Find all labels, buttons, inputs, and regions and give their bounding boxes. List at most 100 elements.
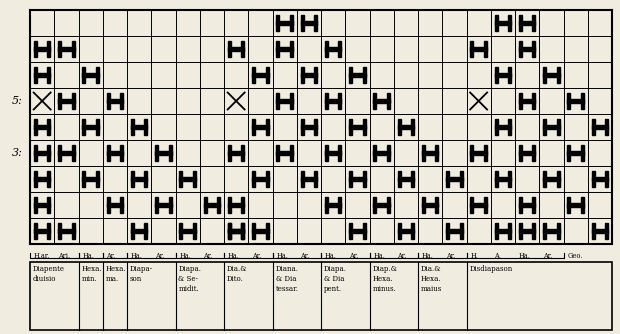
Bar [605, 120, 608, 135]
Bar [495, 125, 511, 129]
Bar [581, 146, 584, 161]
Bar [34, 171, 37, 187]
Bar [508, 223, 511, 238]
Bar [508, 171, 511, 187]
Bar [82, 177, 99, 181]
Bar [387, 197, 390, 212]
Text: Ar.: Ar. [397, 252, 407, 260]
Bar [533, 223, 536, 238]
Bar [349, 120, 352, 135]
Text: Hexa.
ma.: Hexa. ma. [106, 265, 126, 283]
Bar [605, 223, 608, 238]
Bar [543, 73, 560, 77]
Bar [339, 41, 342, 56]
Bar [34, 73, 50, 77]
Bar [131, 223, 134, 238]
Bar [34, 223, 37, 238]
Bar [277, 151, 293, 155]
Bar [567, 146, 570, 161]
Bar [277, 47, 293, 51]
Bar [325, 99, 342, 103]
Bar [252, 67, 255, 82]
Bar [508, 120, 511, 135]
Bar [228, 47, 244, 51]
Bar [519, 151, 536, 155]
Bar [301, 15, 304, 30]
Bar [591, 229, 608, 233]
Bar [228, 151, 244, 155]
Bar [169, 197, 172, 212]
Bar [34, 120, 37, 135]
Text: Ar.: Ar. [349, 252, 358, 260]
Bar [484, 41, 487, 56]
Bar [266, 223, 268, 238]
Bar [557, 223, 560, 238]
Bar [107, 203, 123, 207]
Bar [533, 15, 536, 30]
Bar [519, 47, 536, 51]
Bar [349, 67, 352, 82]
Bar [373, 203, 390, 207]
Text: H.ar.: H.ar. [33, 252, 50, 260]
Bar [228, 223, 231, 238]
Bar [131, 171, 134, 187]
Bar [373, 99, 390, 103]
Bar [471, 151, 487, 155]
Bar [252, 177, 268, 181]
Text: H.: H. [470, 252, 478, 260]
Bar [363, 223, 366, 238]
Bar [495, 21, 511, 25]
Bar [411, 120, 414, 135]
Bar [144, 120, 148, 135]
Text: Ar.: Ar. [300, 252, 309, 260]
Bar [301, 67, 304, 82]
Bar [533, 94, 536, 109]
Bar [508, 15, 511, 30]
Bar [471, 146, 473, 161]
Bar [533, 146, 536, 161]
Bar [591, 120, 595, 135]
Bar [252, 73, 268, 77]
Bar [34, 177, 50, 181]
Text: Diap.&
Hexa.
minus.: Diap.& Hexa. minus. [373, 265, 397, 293]
Bar [277, 94, 279, 109]
Text: Diana.
& Dia
tessar.: Diana. & Dia tessar. [275, 265, 298, 293]
Text: Ar.: Ar. [543, 252, 552, 260]
Bar [82, 73, 99, 77]
Bar [495, 229, 511, 233]
Bar [471, 47, 487, 51]
Bar [107, 197, 110, 212]
Bar [72, 223, 74, 238]
Bar [228, 203, 244, 207]
Bar [519, 229, 536, 233]
Bar [591, 171, 595, 187]
Text: Hexa.
min.: Hexa. min. [81, 265, 102, 283]
Bar [411, 171, 414, 187]
Bar [591, 177, 608, 181]
Bar [107, 99, 123, 103]
Bar [557, 67, 560, 82]
Bar [373, 197, 376, 212]
Bar [397, 223, 401, 238]
Text: Ar.: Ar. [203, 252, 213, 260]
Bar [96, 171, 99, 187]
Bar [120, 197, 123, 212]
Text: Ar.: Ar. [446, 252, 455, 260]
Bar [203, 203, 220, 207]
Bar [495, 15, 497, 30]
Bar [120, 94, 123, 109]
Bar [471, 41, 473, 56]
Text: 3:: 3: [12, 148, 23, 158]
Bar [459, 171, 463, 187]
Bar [58, 223, 61, 238]
Bar [325, 94, 328, 109]
Bar [325, 203, 342, 207]
Bar [301, 120, 304, 135]
Bar [519, 99, 536, 103]
Bar [519, 94, 522, 109]
Text: Diapa.
& Dia
pent.: Diapa. & Dia pent. [324, 265, 347, 293]
Bar [30, 262, 612, 330]
Bar [567, 203, 584, 207]
Bar [314, 120, 317, 135]
Bar [339, 197, 342, 212]
